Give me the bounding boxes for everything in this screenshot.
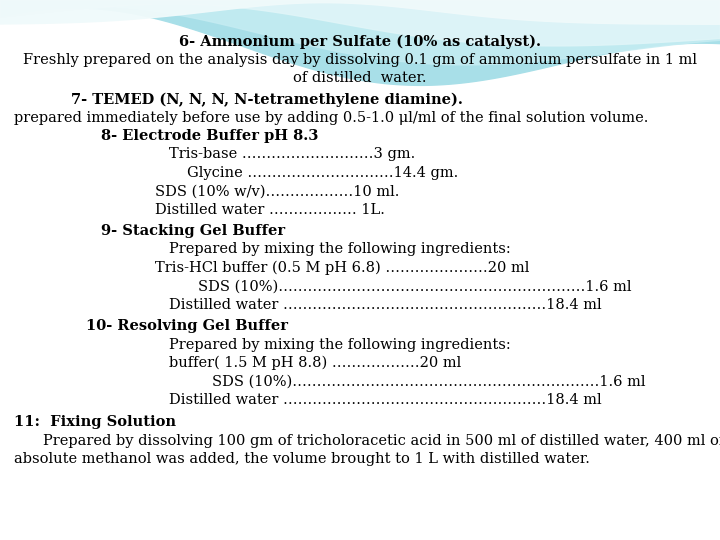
Text: Distilled water ……………… 1L.: Distilled water ……………… 1L. [155, 202, 384, 217]
Text: Tris-base ………………………3 gm.: Tris-base ………………………3 gm. [169, 147, 415, 161]
Text: SDS (10%)………………………………………………………1.6 ml: SDS (10%)………………………………………………………1.6 ml [212, 374, 646, 388]
Text: 10- Resolving Gel Buffer: 10- Resolving Gel Buffer [86, 319, 289, 333]
Text: 9- Stacking Gel Buffer: 9- Stacking Gel Buffer [101, 224, 285, 238]
Text: 6- Ammonium per Sulfate (10% as catalyst).: 6- Ammonium per Sulfate (10% as catalyst… [179, 35, 541, 49]
Text: Tris-HCl buffer (0.5 M pH 6.8) …………………20 ml: Tris-HCl buffer (0.5 M pH 6.8) …………………20… [155, 261, 529, 275]
Text: SDS (10% w/v)………………10 ml.: SDS (10% w/v)………………10 ml. [155, 184, 399, 198]
Text: buffer( 1.5 M pH 8.8) ………………20 ml: buffer( 1.5 M pH 8.8) ………………20 ml [169, 356, 462, 370]
Text: SDS (10%)………………………………………………………1.6 ml: SDS (10%)………………………………………………………1.6 ml [198, 279, 631, 293]
Text: Freshly prepared on the analysis day by dissolving 0.1 gm of ammonium persulfate: Freshly prepared on the analysis day by … [23, 53, 697, 68]
Text: 8- Electrode Buffer pH 8.3: 8- Electrode Buffer pH 8.3 [101, 129, 318, 143]
Text: Distilled water ………………………………………………18.4 ml: Distilled water ………………………………………………18.4 m… [169, 298, 602, 312]
Text: Prepared by dissolving 100 gm of tricholoracetic acid in 500 ml of distilled wat: Prepared by dissolving 100 gm of trichol… [43, 434, 720, 448]
Text: prepared immediately before use by adding 0.5-1.0 μl/ml of the final solution vo: prepared immediately before use by addin… [14, 111, 649, 125]
Text: Prepared by mixing the following ingredients:: Prepared by mixing the following ingredi… [169, 242, 511, 256]
Text: Prepared by mixing the following ingredients:: Prepared by mixing the following ingredi… [169, 338, 511, 352]
Text: Distilled water ………………………………………………18.4 ml: Distilled water ………………………………………………18.4 m… [169, 393, 602, 407]
Text: 7- TEMED (N, N, N, N-tetramethylene diamine).: 7- TEMED (N, N, N, N-tetramethylene diam… [71, 92, 462, 106]
Text: Glycine …………………………14.4 gm.: Glycine …………………………14.4 gm. [187, 166, 459, 180]
Text: of distilled  water.: of distilled water. [293, 71, 427, 85]
Text: absolute methanol was added, the volume brought to 1 L with distilled water.: absolute methanol was added, the volume … [14, 452, 590, 466]
Text: 11:  Fixing Solution: 11: Fixing Solution [14, 415, 176, 429]
